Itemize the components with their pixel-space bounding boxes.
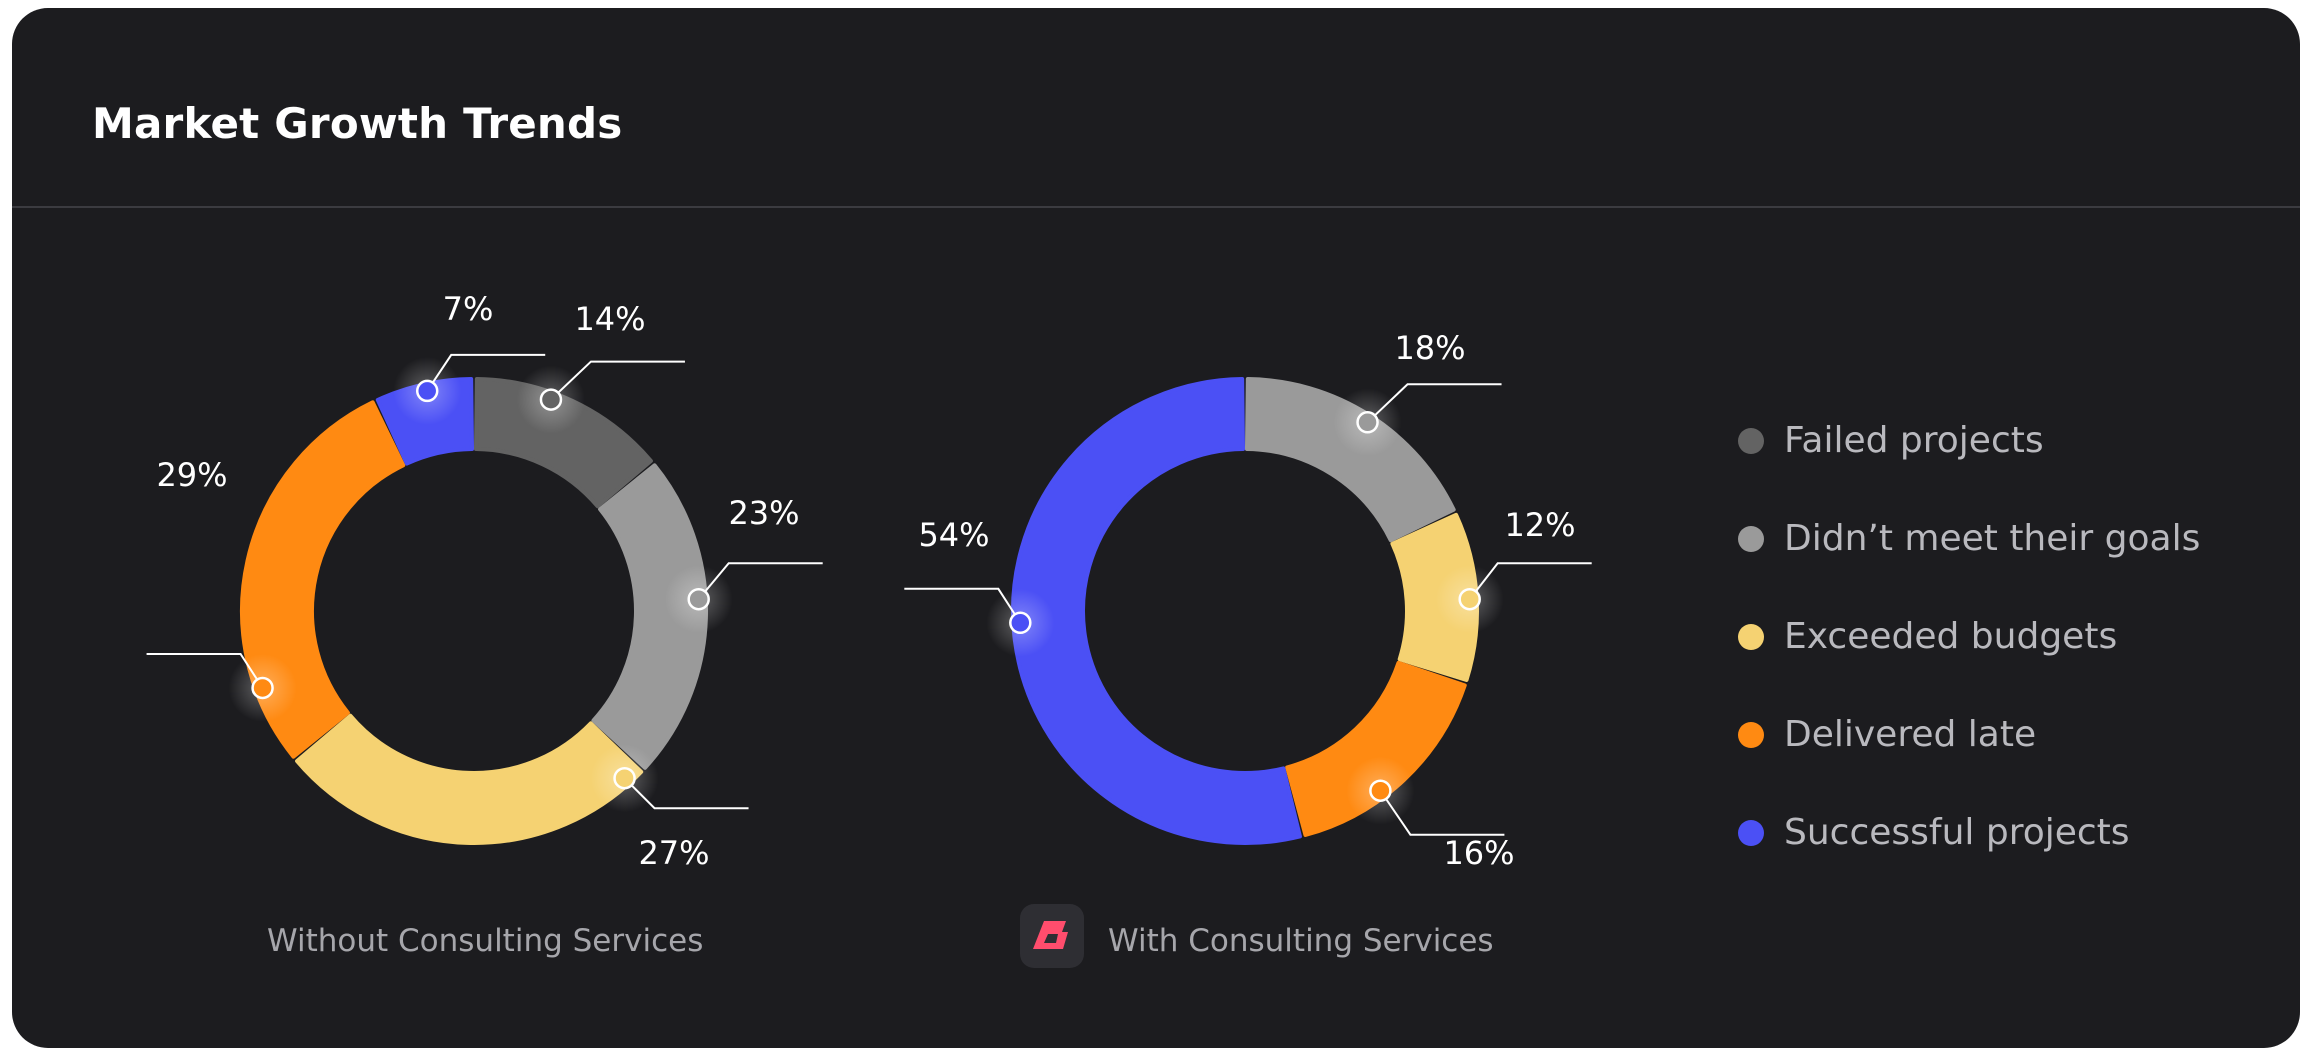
chart-caption-without-consulting: Without Consulting Services [267,923,704,959]
callout-leader-line [697,562,823,600]
data-label-failed-projects: 14% [574,300,645,338]
callout-dot [613,766,636,790]
data-label-successful-projects: 7% [443,290,494,328]
brand-logo-icon [1033,921,1068,949]
callout-dot [1009,611,1032,635]
legend-label: Exceeded budgets [1784,616,2118,657]
legend-item-exceeded-budgets: Exceeded budgets [1738,588,2200,686]
callout-dot [687,587,710,611]
legend-swatch [1738,428,1764,454]
callout-leader-line [623,777,749,810]
data-label-delivered-late: 29% [156,456,227,494]
callout-dot [415,379,439,403]
donut-without-consulting: 14% 23% 27% 29% 7% [146,290,823,872]
brand-badge [1020,904,1084,968]
donut-callouts: 18% 12% 16% 54% [904,329,1592,872]
legend-swatch [1738,722,1764,748]
callout-leader-line [1366,383,1502,424]
callout-dot [1356,411,1379,434]
legend-swatch [1738,624,1764,650]
header-divider [12,206,2300,208]
callout-leader-line [426,353,546,392]
donut-charts: 14% 23% 27% 29% 7% 18% 12% 16% 54% [146,290,1592,872]
donut-slice-exceeded-budgets [1390,512,1479,682]
legend-swatch [1738,526,1764,552]
donut-with-consulting: 18% 12% 16% 54% [904,329,1592,872]
data-label-successful-projects: 54% [918,516,989,554]
legend-label: Didn’t meet their goals [1784,518,2201,559]
callout-leader-line [1379,790,1505,836]
legend-item-failed-projects: Failed projects [1738,392,2200,490]
callout-leader-line [1468,562,1592,600]
data-label-didn-t-meet-their-goals: 23% [728,494,799,532]
data-label-exceeded-budgets: 27% [638,834,709,872]
donut-slice-delivered-late [1285,660,1467,837]
donut-slices [1011,377,1479,845]
callout-dot [251,676,274,700]
callout-leader-line [550,360,685,401]
data-label-exceeded-budgets: 12% [1504,506,1575,544]
legend: Failed projects Didn’t meet their goals … [1738,392,2200,882]
data-label-delivered-late: 16% [1443,834,1514,872]
callout-leader-line [904,587,1022,624]
data-label-didn-t-meet-their-goals: 18% [1394,329,1465,367]
legend-label: Failed projects [1784,420,2044,461]
callout-leader-line [146,652,264,689]
donut-slice-successful-projects [1011,377,1302,845]
legend-item-successful-projects: Successful projects [1738,784,2200,882]
legend-label: Successful projects [1784,812,2130,853]
legend-swatch [1738,820,1764,846]
donut-slice-exceeded-budgets [295,713,644,845]
legend-item-didnt-meet-goals: Didn’t meet their goals [1738,490,2200,588]
callout-dot [1369,779,1392,802]
callout-dot [1458,587,1481,611]
callout-dot [539,388,563,411]
donut-slice-didn-t-meet-their-goals [1244,377,1456,543]
legend-label: Delivered late [1784,714,2037,755]
card-title: Market Growth Trends [92,99,623,148]
chart-card: Market Growth Trends 14% 23% 27% 29% 7% 18% 1… [12,8,2300,1048]
chart-caption-with-consulting: With Consulting Services [1108,923,1494,959]
donut-callouts: 14% 23% 27% 29% 7% [146,290,823,872]
legend-item-delivered-late: Delivered late [1738,686,2200,784]
